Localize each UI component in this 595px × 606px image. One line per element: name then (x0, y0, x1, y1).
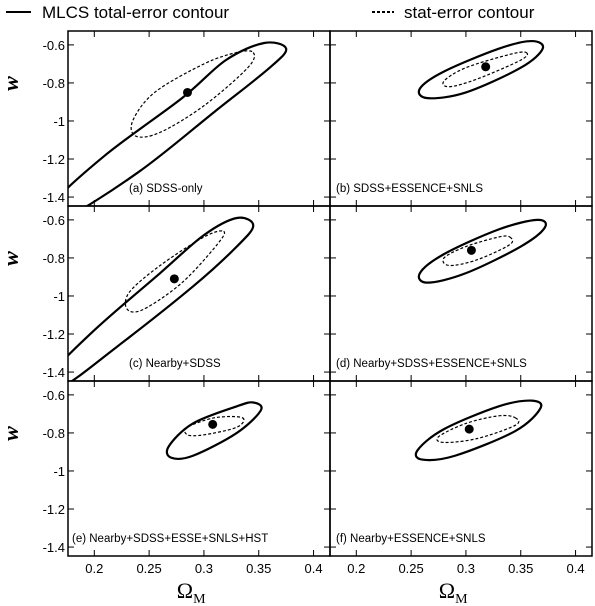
x-tick-label: 0.4 (305, 561, 323, 576)
x-tick-label: 0.3 (457, 561, 475, 576)
x-tick-label: 0.25 (136, 561, 161, 576)
y-axis-label: w (0, 426, 23, 441)
y-tick-label: -0.6 (43, 38, 65, 53)
best-fit-point (466, 245, 476, 255)
y-tick-label: -1.4 (43, 365, 65, 380)
contour (68, 216, 255, 381)
x-tick-label: 0.2 (85, 561, 103, 576)
x-tick-label: 0.35 (508, 561, 533, 576)
contour (442, 51, 529, 88)
y-tick-label: -0.8 (43, 76, 65, 91)
contours (165, 401, 263, 460)
x-axis-label-subscript: M (193, 592, 206, 606)
plot-frame (67, 380, 331, 557)
contour (165, 401, 263, 460)
contour (414, 399, 543, 462)
y-tick-label: -1.2 (43, 327, 65, 342)
contours (417, 39, 545, 100)
panel-label: (b) SDSS+ESSENCE+SNLS (336, 183, 483, 195)
contour (124, 230, 226, 313)
panel: 0.2 0.25 0.3 0.35 0.4 ΩM (f) Nearby+ESSENCE+SN… (329, 380, 593, 606)
x-axis-label: ΩM (439, 578, 468, 606)
y-tick-label: -0.8 (43, 251, 65, 266)
contour (436, 414, 520, 444)
panel-label: (f) Nearby+ESSENCE+SNLS (336, 533, 486, 545)
y-tick-label: -1 (53, 464, 65, 479)
x-axis-label: ΩM (177, 578, 206, 606)
contour (417, 218, 547, 284)
y-axis-label: w (0, 76, 23, 91)
panel-label: (d) Nearby+SDSS+ESSENCE+SNLS (336, 358, 527, 370)
panel: (d) Nearby+SDSS+ESSENCE+SNLS (329, 205, 593, 382)
best-fit-point (169, 274, 179, 284)
panel-label: (e) Nearby+SDSS+ESSE+SNLS+HST (72, 533, 268, 545)
contour (130, 50, 256, 138)
y-tick-label: -1 (53, 289, 65, 304)
contours (417, 218, 547, 284)
legend-label: stat-error contour (404, 3, 535, 22)
y-tick-label: -1.2 (43, 152, 65, 167)
plot-frame (329, 30, 593, 207)
panel-label: (a) SDSS-only (129, 183, 203, 195)
y-tick-label: -0.6 (43, 213, 65, 228)
y-tick-label: -1.2 (43, 502, 65, 517)
panel: 0.2 0.25 0.3 0.35 0.4 -0.6 -0.8 -1 -1.2 -1.4 w ΩM (e… (0, 380, 331, 606)
contours (68, 216, 255, 381)
y-axis-label: w (0, 251, 23, 266)
y-tick-label: -1.4 (43, 540, 65, 555)
x-tick-label: 0.4 (567, 561, 585, 576)
y-tick-label: -0.6 (43, 388, 65, 403)
x-tick-label: 0.2 (347, 561, 365, 576)
best-fit-point (182, 87, 192, 97)
x-tick-label: 0.25 (398, 561, 423, 576)
legend-label: MLCS total-error contour (42, 3, 229, 22)
best-fit-point (481, 62, 491, 72)
best-fit-point (464, 424, 474, 434)
contours (414, 399, 543, 462)
x-tick-label: 0.3 (195, 561, 213, 576)
contour (417, 39, 545, 100)
y-tick-label: -1 (53, 114, 65, 129)
panel: -0.6 -0.8 -1 -1.2 -1.4 w (a) SDSS-only (0, 30, 331, 207)
plot-frame (329, 380, 593, 557)
x-axis-label-symbol: Ω (177, 578, 193, 603)
y-tick-label: -0.8 (43, 426, 65, 441)
contour (184, 415, 245, 437)
x-tick-label: 0.35 (246, 561, 271, 576)
x-axis-label-symbol: Ω (439, 578, 455, 603)
best-fit-point (208, 419, 218, 429)
panel-label: (c) Nearby+SDSS (129, 358, 221, 370)
panel: (b) SDSS+ESSENCE+SNLS (329, 30, 593, 207)
panel: -0.6 -0.8 -1 -1.2 -1.4 w (c) Nearby+SDSS (0, 205, 331, 382)
x-axis-label-subscript: M (455, 592, 468, 606)
plot-frame (67, 30, 331, 207)
y-tick-label: -1.4 (43, 190, 65, 205)
contour (442, 235, 514, 267)
plot-frame (329, 205, 593, 382)
